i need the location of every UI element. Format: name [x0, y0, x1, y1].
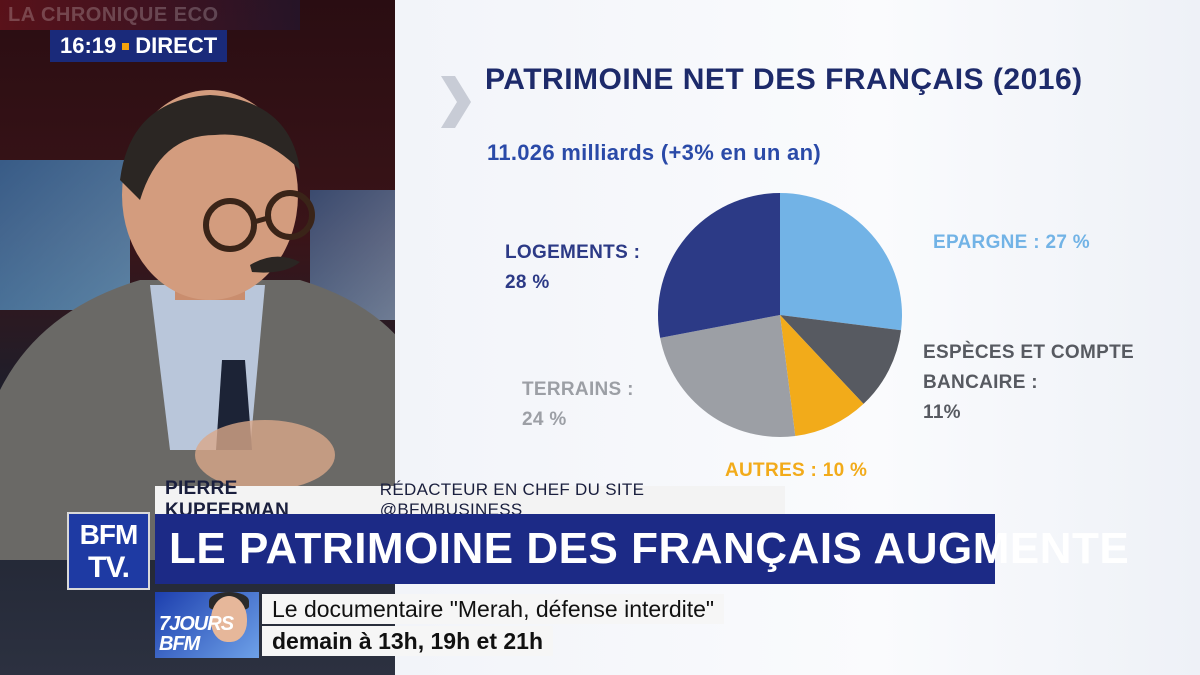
- show-name-bug: LA CHRONIQUE ECO: [0, 0, 300, 30]
- slice-label-text: AUTRES :: [725, 460, 818, 481]
- slice-label-text: EPARGNE :: [933, 232, 1040, 253]
- pie-chart: [658, 193, 902, 437]
- slice-label-text: LOGEMENTS :: [505, 242, 641, 263]
- promo-line2: demain à 13h, 19h et 21h: [262, 626, 554, 656]
- speaker-name-strap: PIERRE KUPFERMAN RÉDACTEUR EN CHEF DU SI…: [155, 478, 785, 521]
- pie-slice: [780, 315, 864, 437]
- pie-slice: [780, 315, 902, 404]
- live-clock-badge: 16:19 DIRECT: [50, 30, 228, 62]
- presenter-image: [0, 90, 430, 560]
- logo-line1: BFM: [79, 519, 139, 550]
- slice-label-terrains: TERRAINS : 24 %: [522, 375, 634, 435]
- live-label: DIRECT: [135, 33, 218, 58]
- clock-time: 16:19: [60, 33, 117, 58]
- separator-square-icon: [122, 42, 130, 50]
- slice-percent: 24 %: [522, 409, 567, 430]
- slice-label-epargne: EPARGNE : 27 %: [933, 228, 1090, 258]
- logo-line2: TV.: [88, 551, 130, 584]
- pie-slice: [658, 193, 780, 338]
- slice-label-text: ESPÈCES ET COMPTE BANCAIRE :: [923, 342, 1134, 393]
- headline-text: LE PATRIMOINE DES FRANÇAIS AUGMENTE: [169, 524, 1130, 573]
- studio-screen: [0, 160, 130, 310]
- bfmtv-logo: BFM TV.: [67, 512, 150, 590]
- chevron-right-icon: [441, 76, 471, 128]
- promo-thumbnail: 7JOURS BFM: [155, 592, 259, 658]
- slice-percent: 11%: [923, 402, 961, 423]
- promo-line1: Le documentaire "Merah, défense interdit…: [262, 594, 725, 624]
- chart-title: PATRIMOINE NET DES FRANÇAIS (2016): [485, 63, 1083, 96]
- chart-subtitle: 11.026 milliards (+3% en un an): [487, 140, 821, 165]
- headline-bar: LE PATRIMOINE DES FRANÇAIS AUGMENTE: [155, 514, 1129, 584]
- slice-percent: 10 %: [822, 460, 868, 481]
- slice-percent: 27 %: [1045, 232, 1090, 253]
- slice-label-especes: ESPÈCES ET COMPTE BANCAIRE : 11%: [923, 338, 1153, 428]
- pie-slice: [660, 315, 796, 437]
- slice-label-text: TERRAINS :: [522, 379, 634, 400]
- slice-label-logements: LOGEMENTS : 28 %: [505, 238, 640, 298]
- promo-thumb-text: 7JOURS BFM: [159, 613, 234, 655]
- pie-slice: [780, 193, 902, 331]
- slice-label-autres: AUTRES : 10 %: [725, 456, 867, 486]
- presenter-face: [211, 596, 247, 642]
- slice-percent: 28 %: [505, 272, 550, 293]
